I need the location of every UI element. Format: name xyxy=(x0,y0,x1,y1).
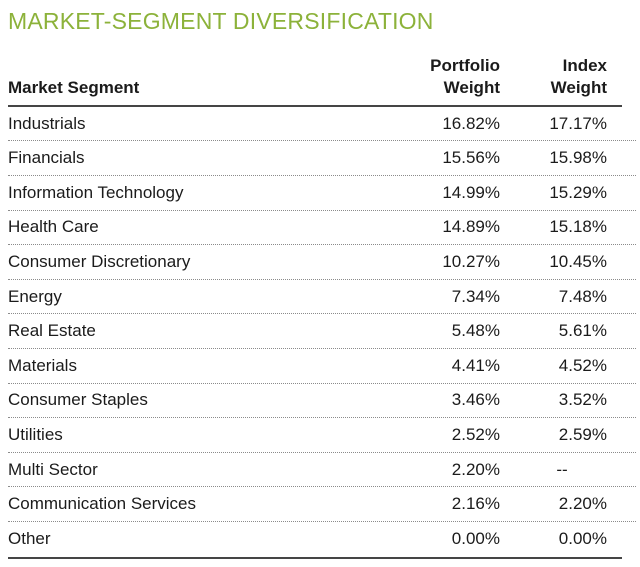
table-row: Multi Sector 2.20% -- xyxy=(8,453,636,488)
index-weight-value: 10.45% xyxy=(549,251,607,271)
table-row: Consumer Discretionary 10.27% 10.45% xyxy=(8,245,636,280)
index-weight-value: 17.17% xyxy=(549,113,607,133)
col-header-portfolio-weight: Portfolio Weight xyxy=(430,56,500,97)
segment-name: Utilities xyxy=(8,424,63,444)
index-weight-value: 4.52% xyxy=(558,355,607,375)
table-row: Utilities 2.52% 2.59% xyxy=(8,418,636,453)
table-row: Real Estate 5.48% 5.61% xyxy=(8,314,636,349)
bottom-rule xyxy=(8,556,622,559)
table-row: Financials 15.56% 15.98% xyxy=(8,141,636,176)
index-weight-value: -- xyxy=(556,459,568,479)
segment-name: Other xyxy=(8,529,51,549)
table-row: Materials 4.41% 4.52% xyxy=(8,349,636,384)
diversification-table: Market Segment Portfolio Weight Index We… xyxy=(8,55,636,559)
portfolio-weight-value: 2.52% xyxy=(451,424,500,444)
segment-name: Financials xyxy=(8,148,85,168)
portfolio-weight-value: 5.48% xyxy=(451,321,500,341)
table-row: Consumer Staples 3.46% 3.52% xyxy=(8,384,636,419)
table-row: Energy 7.34% 7.48% xyxy=(8,280,636,315)
index-weight-value: 2.59% xyxy=(558,424,607,444)
index-weight-value: 15.98% xyxy=(549,148,607,168)
page-title: MARKET-SEGMENT DIVERSIFICATION xyxy=(8,8,434,34)
portfolio-weight-value: 4.41% xyxy=(451,355,500,375)
segment-name: Multi Sector xyxy=(8,459,98,479)
index-weight-value: 7.48% xyxy=(558,286,607,306)
segment-name: Energy xyxy=(8,286,62,306)
portfolio-weight-value: 0.00% xyxy=(451,529,500,549)
portfolio-weight-value: 2.16% xyxy=(451,494,500,514)
table-row: Industrials 16.82% 17.17% xyxy=(8,107,636,142)
segment-name: Information Technology xyxy=(8,182,184,202)
portfolio-weight-value: 14.89% xyxy=(442,217,500,237)
table-row: Health Care 14.89% 15.18% xyxy=(8,211,636,246)
index-weight-value: 5.61% xyxy=(558,321,607,341)
col-header-market-segment: Market Segment xyxy=(8,77,140,97)
portfolio-weight-value: 3.46% xyxy=(451,390,500,410)
header-rule xyxy=(8,104,622,107)
segment-name: Consumer Staples xyxy=(8,390,148,410)
portfolio-weight-value: 15.56% xyxy=(442,148,500,168)
portfolio-weight-value: 2.20% xyxy=(451,459,500,479)
table-row: Communication Services 2.16% 2.20% xyxy=(8,487,636,522)
table-header-row: Market Segment Portfolio Weight Index We… xyxy=(8,55,636,105)
segment-name: Materials xyxy=(8,355,77,375)
table-row: Information Technology 14.99% 15.29% xyxy=(8,176,636,211)
segment-name: Consumer Discretionary xyxy=(8,251,191,271)
segment-name: Real Estate xyxy=(8,321,96,341)
portfolio-weight-value: 16.82% xyxy=(442,113,500,133)
segment-name: Industrials xyxy=(8,113,86,133)
segment-name: Health Care xyxy=(8,217,99,237)
portfolio-weight-value: 10.27% xyxy=(442,251,500,271)
col-header-index-weight: Index Weight xyxy=(550,56,607,97)
index-weight-value: 0.00% xyxy=(558,529,607,549)
portfolio-weight-value: 14.99% xyxy=(442,182,500,202)
portfolio-weight-value: 7.34% xyxy=(451,286,500,306)
index-weight-value: 15.18% xyxy=(549,217,607,237)
index-weight-value: 3.52% xyxy=(558,390,607,410)
index-weight-value: 2.20% xyxy=(558,494,607,514)
table-row: Other 0.00% 0.00% xyxy=(8,522,636,557)
index-weight-value: 15.29% xyxy=(549,182,607,202)
segment-name: Communication Services xyxy=(8,494,197,514)
